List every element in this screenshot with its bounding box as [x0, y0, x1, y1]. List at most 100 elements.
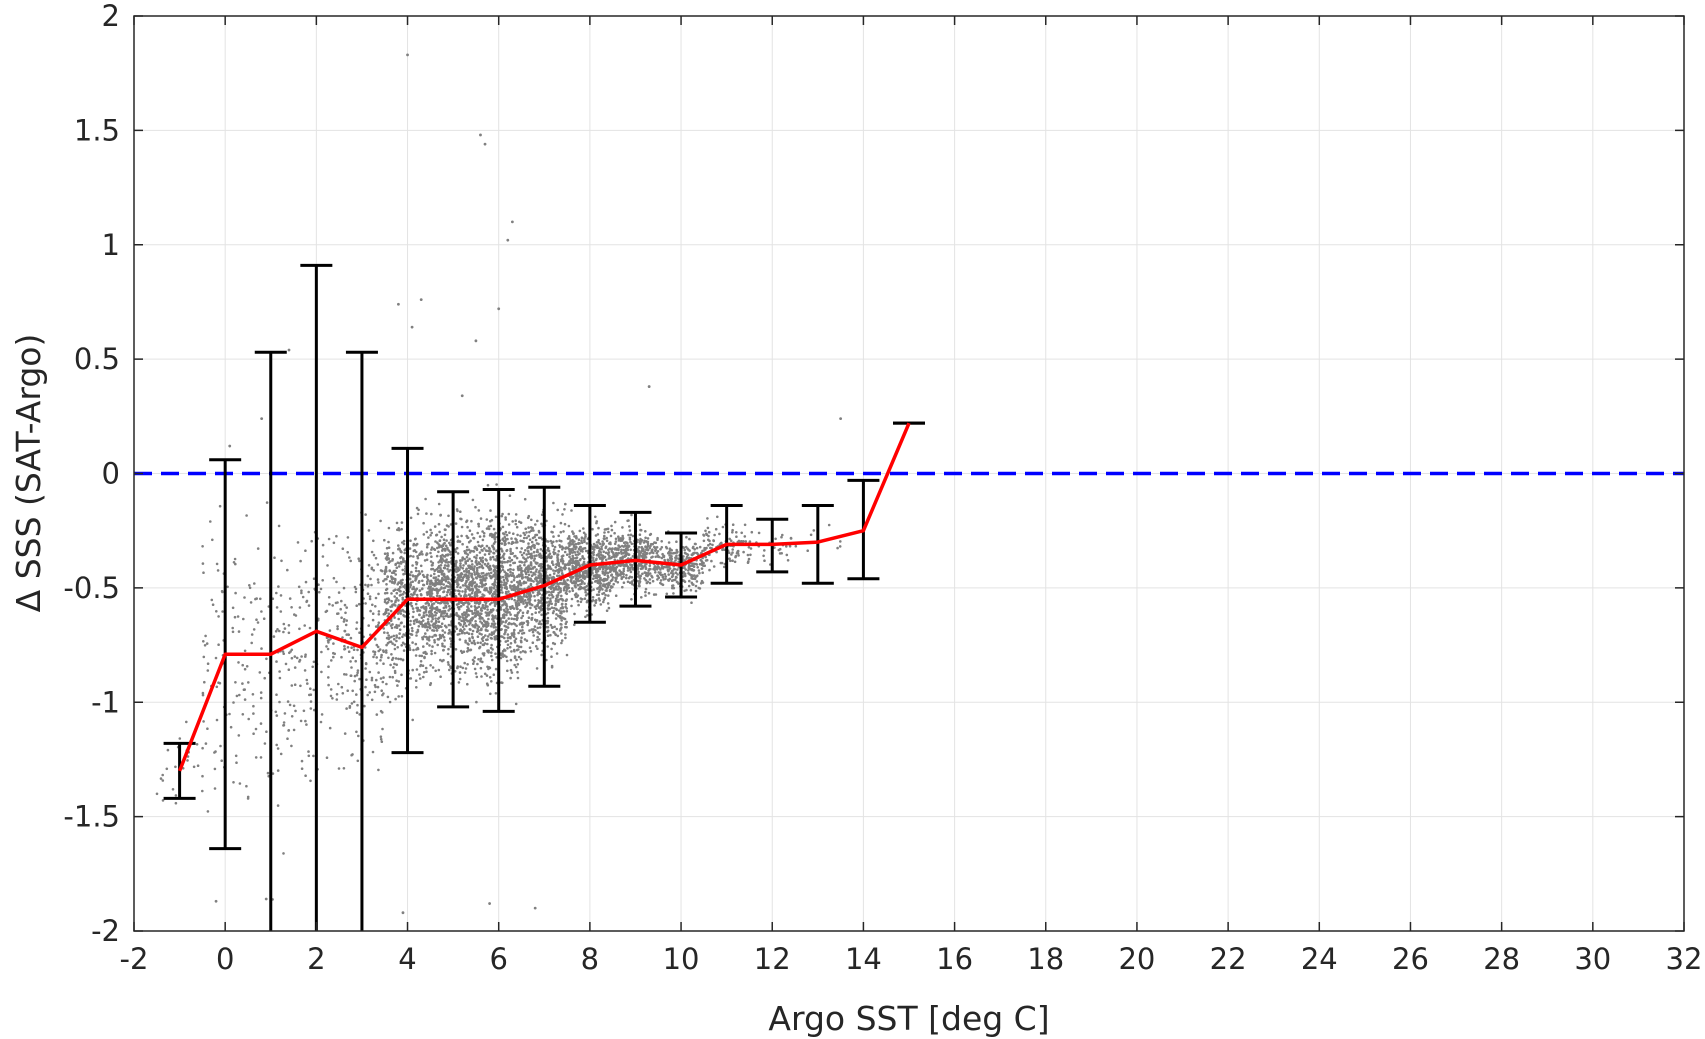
scatter-point: [385, 651, 388, 654]
scatter-point: [621, 534, 624, 538]
scatter-point: [375, 678, 378, 682]
scatter-point: [527, 592, 531, 596]
scatter-point: [393, 637, 396, 641]
scatter-point: [251, 693, 255, 696]
scatter-point: [433, 525, 437, 528]
scatter-point: [174, 801, 178, 805]
scatter-point: [287, 624, 291, 627]
scatter-point: [506, 560, 509, 564]
scatter-point: [714, 527, 718, 531]
scatter-point: [386, 614, 390, 618]
scatter-point: [412, 555, 415, 558]
scatter-point: [375, 656, 379, 659]
scatter-point: [330, 659, 333, 662]
scatter-point: [357, 734, 360, 738]
scatter-point: [493, 571, 497, 575]
scatter-point: [364, 667, 367, 670]
scatter-point: [287, 631, 291, 635]
scatter-point: [613, 558, 617, 561]
scatter-point: [388, 569, 392, 573]
scatter-point: [493, 584, 496, 587]
scatter-point: [489, 590, 493, 594]
scatter-point: [312, 660, 316, 664]
scatter-point: [500, 514, 504, 518]
scatter-point: [321, 555, 325, 558]
scatter-point: [602, 591, 606, 595]
scatter-point: [612, 582, 615, 586]
scatter-point: [383, 552, 387, 555]
scatter-point: [393, 669, 397, 673]
scatter-point: [449, 568, 452, 572]
scatter-point: [454, 625, 458, 628]
scatter-point: [461, 556, 465, 559]
scatter-point: [546, 596, 549, 600]
scatter-point: [392, 666, 395, 669]
scatter-point: [276, 804, 280, 807]
scatter-point: [492, 527, 496, 531]
scatter-point: [584, 615, 587, 619]
scatter-point: [653, 567, 656, 571]
scatter-point: [551, 531, 554, 534]
scatter-point: [586, 571, 589, 575]
scatter-point: [503, 583, 507, 587]
scatter-point: [691, 577, 695, 580]
scatter-point: [491, 555, 495, 559]
scatter-point: [396, 583, 400, 586]
scatter-point: [512, 561, 515, 565]
scatter-point: [517, 611, 520, 614]
x-tick-label: 26: [1392, 942, 1429, 976]
scatter-point: [743, 523, 747, 527]
scatter-point: [465, 534, 469, 538]
scatter-point: [231, 606, 235, 610]
scatter-point: [459, 565, 462, 569]
scatter-point: [580, 582, 583, 585]
scatter-point: [578, 586, 582, 589]
scatter-point: [529, 570, 533, 574]
scatter-point: [231, 630, 235, 634]
scatter-point: [430, 612, 434, 616]
scatter-point: [519, 534, 522, 538]
scatter-point: [533, 618, 537, 622]
scatter-point: [599, 603, 603, 606]
scatter-point: [367, 563, 371, 567]
scatter-point: [521, 629, 524, 632]
scatter-point: [397, 695, 401, 698]
scatter-point: [630, 542, 634, 546]
scatter-point: [629, 570, 633, 574]
scatter-point: [601, 567, 605, 571]
scatter-point: [489, 524, 493, 528]
scatter-point: [555, 539, 558, 543]
scatter-point: [555, 563, 558, 566]
scatter-point: [391, 658, 394, 661]
scatter-point: [372, 553, 376, 557]
scatter-point: [456, 666, 459, 670]
x-tick-label: 16: [936, 942, 973, 976]
scatter-point: [246, 795, 250, 799]
scatter-point: [243, 698, 247, 701]
scatter-point: [309, 687, 312, 690]
scatter-point: [410, 604, 414, 608]
scatter-point: [441, 644, 444, 648]
scatter-point: [440, 625, 443, 629]
scatter-point: [492, 623, 495, 626]
scatter-point: [702, 549, 706, 552]
scatter-point: [411, 615, 415, 619]
scatter-point: [582, 562, 586, 565]
scatter-point: [638, 539, 642, 543]
scatter-point: [533, 546, 536, 549]
scatter-point: [746, 553, 750, 557]
scatter-point: [460, 534, 463, 538]
scatter-point: [625, 573, 628, 577]
scatter-point: [420, 616, 424, 619]
scatter-point: [427, 536, 430, 539]
scatter-point: [794, 544, 798, 548]
scatter-point: [592, 542, 596, 546]
scatter-point: [431, 645, 434, 648]
scatter-point: [401, 608, 405, 612]
scatter-point: [477, 525, 481, 528]
scatter-point: [583, 582, 586, 585]
scatter-point: [464, 590, 467, 594]
scatter-point-outlier: [264, 897, 268, 901]
scatter-point: [464, 588, 467, 591]
scatter-point: [381, 569, 384, 573]
